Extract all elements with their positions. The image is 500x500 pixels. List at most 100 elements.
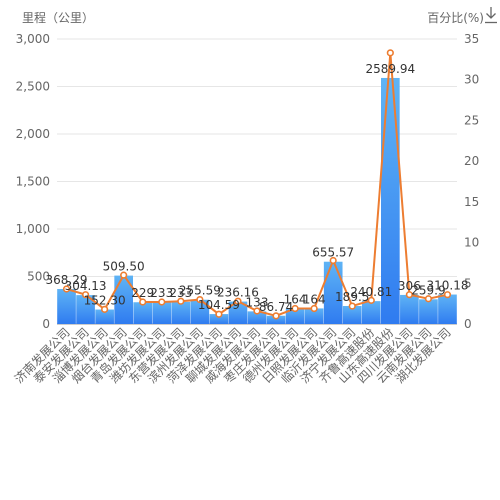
bar [304,308,324,324]
bar [76,295,95,324]
bar [342,305,362,324]
bar [381,77,400,325]
x-tick-label: 济宁发展公司 [297,325,359,387]
line-point [158,298,166,306]
bar [171,301,191,324]
x-tick-label: 滨州发展公司 [144,325,206,387]
x-tick-label: 菏泽发展公司 [163,325,225,387]
x-tick-label: 齐鲁高速股份 [316,325,378,387]
bar [323,261,343,324]
y-tick-label-right: 25 [464,113,479,127]
x-tick-label: 威海发展公司 [202,325,264,387]
bar [152,301,172,324]
y-tick-label-left: 3,000 [16,32,50,46]
data-label: 368.29 [46,273,88,287]
data-label: 189.5 [335,290,369,304]
data-label: 164 [284,292,307,306]
line-point [291,304,299,313]
x-tick-label: 济南发展公司 [11,325,73,387]
line-point [81,291,90,299]
data-label: 164 [303,292,326,306]
data-label: 133 [246,295,269,309]
bar [400,294,419,324]
line-point [310,304,318,313]
line-point [253,307,261,315]
y-tick-label-right: 0 [464,317,472,331]
y-tick-label-left: 2,000 [16,127,50,141]
data-label: 310.18 [426,279,468,293]
data-label: 304.13 [65,279,107,293]
data-label: 229 [131,286,154,300]
bar [361,301,381,324]
data-label: 2589.94 [366,62,416,76]
x-tick-label: 湖北发展公司 [392,325,454,387]
data-label: 259.9 [411,283,445,297]
x-tick-label: 枣庄发展公司 [221,325,283,387]
data-label: 236.16 [217,286,259,300]
y-tick-label-left: 2,500 [16,80,50,94]
data-label: 233 [169,286,192,300]
bar [95,309,114,324]
y-tick-label-right: 10 [464,236,479,250]
x-tick-label: 德州发展公司 [240,325,302,387]
bar [57,289,76,324]
line-point [139,298,147,306]
bar [209,314,229,324]
y-tick-label-left: 0 [42,317,50,331]
y-axis-title-right: 百分比(%) [427,11,484,25]
bar [247,311,267,324]
line-point [367,296,375,304]
bar [114,275,133,324]
y-axis-title-left: 里程（公里） [22,11,95,25]
y-tick-label-left: 1,000 [16,222,50,236]
line-point [62,285,71,293]
data-label: 152.30 [84,294,126,308]
line-point [386,49,394,57]
data-label: 255.59 [179,284,221,298]
x-tick-label: 东营发展公司 [125,325,187,387]
data-label: 509.50 [103,260,145,274]
line-point [234,297,242,305]
data-label: 233 [150,286,173,300]
x-tick-label: 潍坊发展公司 [106,325,168,387]
y-tick-label-right: 20 [464,154,479,168]
y-tick-label-right: 5 [464,276,472,290]
y-tick-label-left: 500 [27,270,50,284]
line-point [120,271,128,279]
data-label: 655.57 [312,246,354,260]
x-tick-label: 淄博发展公司 [49,325,111,387]
bar [133,302,153,324]
bar [285,308,305,324]
x-tick-label: 临沂发展公司 [278,325,340,387]
line-point [329,256,337,265]
download-icon[interactable] [484,6,498,24]
x-tick-label: 烟台发展公司 [68,325,130,387]
bar [190,299,210,324]
data-label: 240.81 [350,285,392,299]
line-point [443,291,452,299]
x-tick-label: 山东高速股份 [335,325,397,387]
line-point [424,295,433,303]
line-point [272,312,280,320]
x-tick-label: 青岛发展公司 [87,325,149,387]
bar [438,294,457,324]
line-point [215,310,223,318]
line-point [405,291,413,299]
data-label: 104.59 [198,298,240,312]
y-tick-label-right: 35 [464,32,479,46]
x-tick-label: 云南发展公司 [373,325,435,387]
y-tick-label-right: 30 [464,73,479,87]
line-series [66,52,448,317]
bar [266,315,286,324]
data-label: 86.74 [259,300,293,314]
x-tick-label: 聊城发展公司 [183,325,245,387]
x-tick-label: 四川发展公司 [354,325,416,387]
x-tick-label: 泰安发展公司 [30,325,92,387]
x-tick-label: 日照发展公司 [259,325,321,387]
data-label: 306 [398,279,421,293]
bar [228,301,248,324]
line-point [348,302,356,310]
line-point [101,305,109,313]
